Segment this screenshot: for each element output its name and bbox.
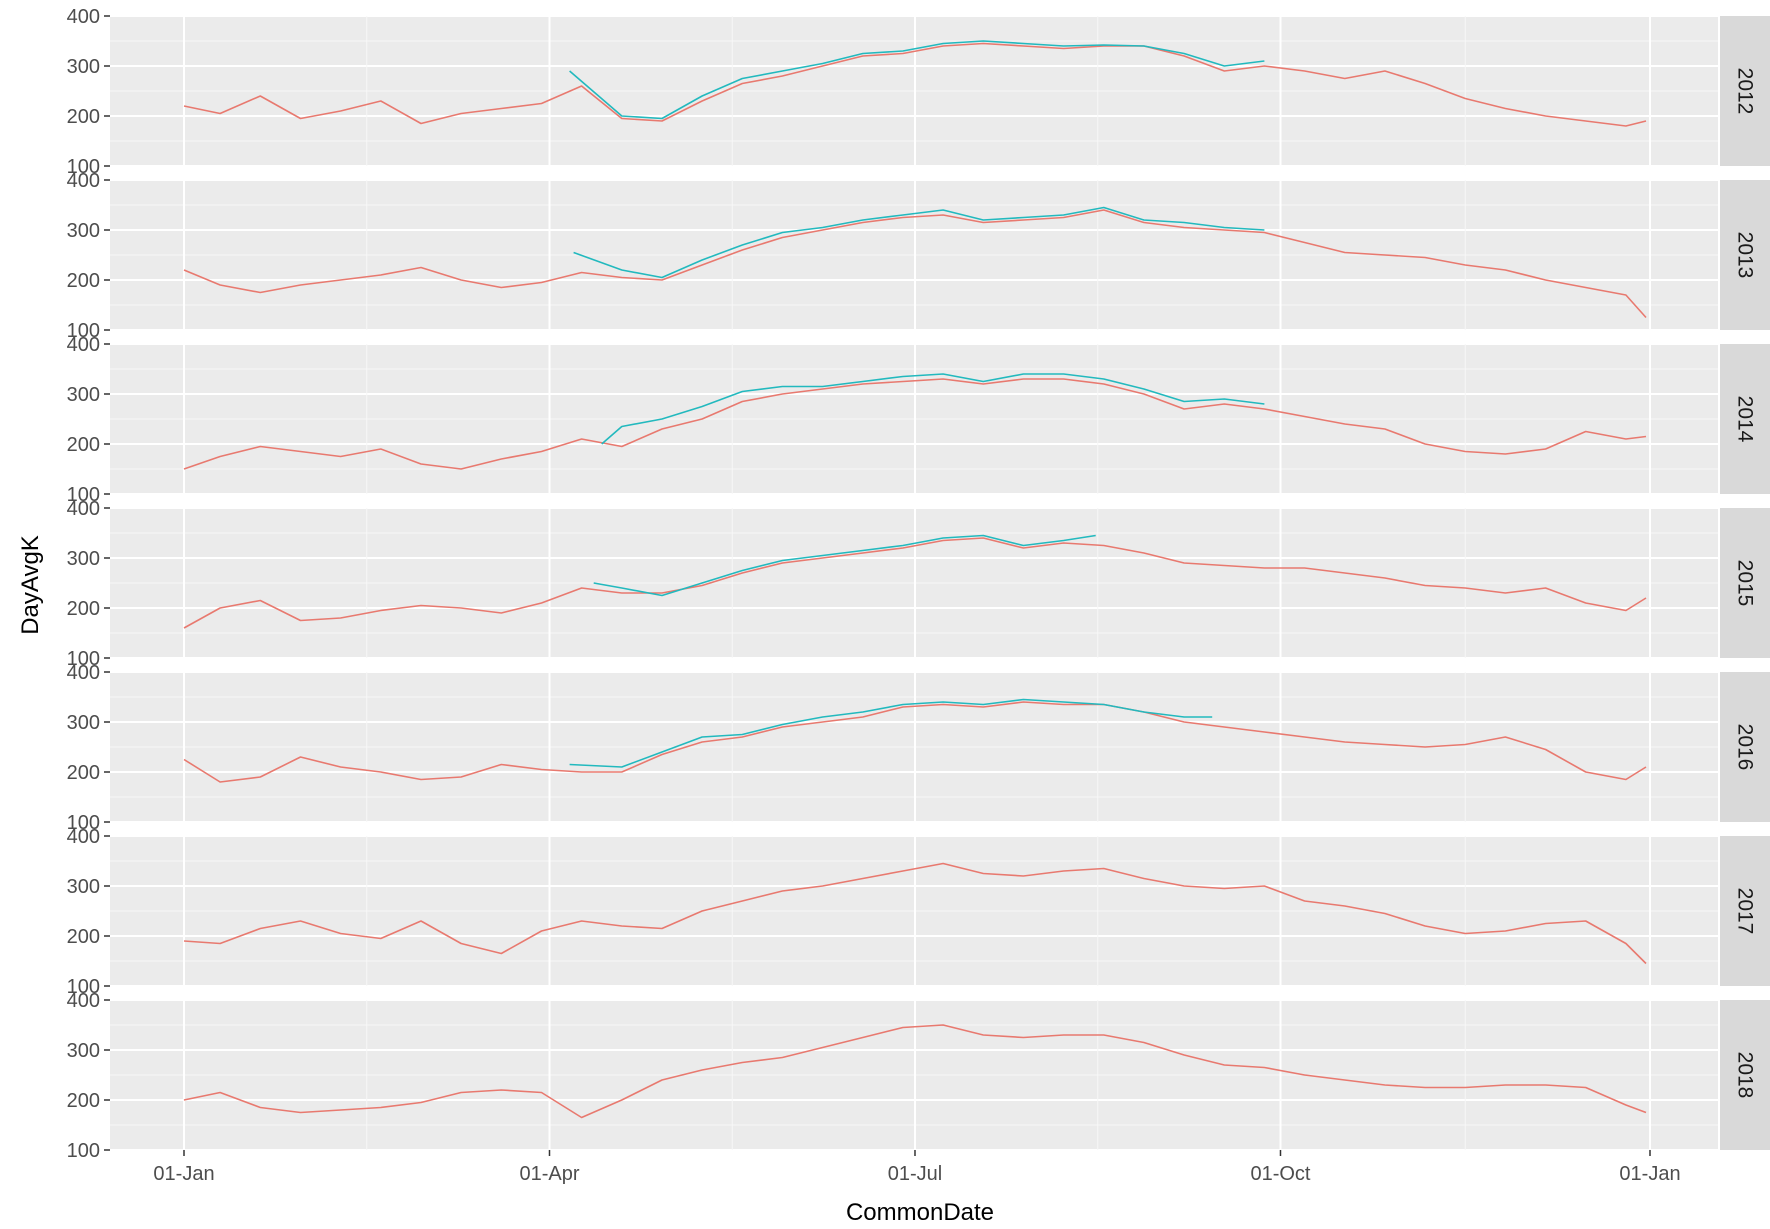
y-tick-label: 400 xyxy=(67,662,100,684)
x-tick-label: 01-Jul xyxy=(888,1163,942,1185)
facet-strip-label: 2013 xyxy=(1734,232,1757,279)
facet-panel-2012: 100 200 300 400 2012 xyxy=(67,6,1770,178)
series-line-red xyxy=(183,209,1647,319)
x-tick-label: 01-Jan xyxy=(1619,1163,1680,1185)
y-axis-title: DayAvgK xyxy=(17,535,44,635)
facet-strip-label: 2014 xyxy=(1734,396,1757,443)
series-line-teal xyxy=(593,534,1096,597)
facet-panel-2015: 100 200 300 400 2015 xyxy=(67,498,1770,670)
series-line-red xyxy=(183,1024,1647,1119)
facet-strip-label: 2018 xyxy=(1734,1052,1757,1099)
y-tick-label: 200 xyxy=(67,106,100,128)
facet-strip xyxy=(1720,16,1770,166)
x-axis: 01-Jan 01-Apr 01-Jul 01-Oct 01-Jan xyxy=(153,1150,1681,1185)
y-tick-label: 300 xyxy=(67,56,100,78)
y-tick-label: 200 xyxy=(67,762,100,784)
series-line-teal xyxy=(573,206,1265,279)
facet-strip-label: 2016 xyxy=(1734,724,1757,771)
y-tick-label: 300 xyxy=(67,220,100,242)
y-tick-label: 100 xyxy=(67,976,100,998)
facet-strip xyxy=(1720,1000,1770,1150)
y-tick-label: 100 xyxy=(67,1140,100,1162)
facet-strip xyxy=(1720,344,1770,494)
y-tick-label: 300 xyxy=(67,876,100,898)
facet-panel-2014: 100 200 300 400 2014 xyxy=(67,334,1770,506)
facet-strip-label: 2015 xyxy=(1734,560,1757,607)
y-tick-label: 400 xyxy=(67,498,100,520)
facet-strip-label: 2012 xyxy=(1734,68,1757,115)
facet-strip xyxy=(1720,672,1770,822)
y-tick-label: 400 xyxy=(67,826,100,848)
y-tick-label: 200 xyxy=(67,598,100,620)
facet-panel-2016: 100 200 300 400 2016 xyxy=(67,662,1770,834)
facet-strip xyxy=(1720,180,1770,330)
series-line-teal xyxy=(569,698,1213,768)
x-tick-label: 01-Oct xyxy=(1250,1163,1310,1185)
x-tick-label: 01-Jan xyxy=(153,1163,214,1185)
series-line-red xyxy=(183,862,1647,965)
facet-panel-2017: 100 200 300 400 2017 xyxy=(67,826,1770,998)
y-tick-label: 300 xyxy=(67,1040,100,1062)
facet-strip xyxy=(1720,836,1770,986)
series-line-red xyxy=(183,701,1647,783)
y-tick-label: 200 xyxy=(67,270,100,292)
y-tick-label: 400 xyxy=(67,170,100,192)
series-line-teal xyxy=(569,40,1265,120)
y-tick-label: 100 xyxy=(67,320,100,342)
series-line-red xyxy=(183,378,1647,470)
series-line-teal xyxy=(601,373,1265,445)
y-tick-label: 100 xyxy=(67,484,100,506)
y-tick-label: 400 xyxy=(67,990,100,1012)
y-tick-label: 400 xyxy=(67,334,100,356)
facet-panel-2018: 100 200 300 400 2018 xyxy=(67,990,1770,1162)
y-tick-label: 100 xyxy=(67,812,100,834)
y-tick-label: 200 xyxy=(67,926,100,948)
series-line-red xyxy=(183,42,1647,127)
y-tick-label: 200 xyxy=(67,1090,100,1112)
y-tick-label: 300 xyxy=(67,712,100,734)
facet-panel-2013: 100 200 300 400 2013 xyxy=(67,170,1770,342)
y-tick-label: 200 xyxy=(67,434,100,456)
x-tick-label: 01-Apr xyxy=(519,1163,579,1185)
series-line-red xyxy=(183,537,1647,629)
facet-panels: 100 200 300 400 2012 100 200 300 400 2013 100 200 30… xyxy=(67,6,1770,1162)
y-tick-label: 300 xyxy=(67,384,100,406)
facet-strip xyxy=(1720,508,1770,658)
x-axis-title: CommonDate xyxy=(846,1199,994,1226)
y-tick-label: 100 xyxy=(67,648,100,670)
y-tick-label: 300 xyxy=(67,548,100,570)
facet-strip-label: 2017 xyxy=(1734,888,1757,935)
y-tick-label: 100 xyxy=(67,156,100,178)
y-tick-label: 400 xyxy=(67,6,100,28)
